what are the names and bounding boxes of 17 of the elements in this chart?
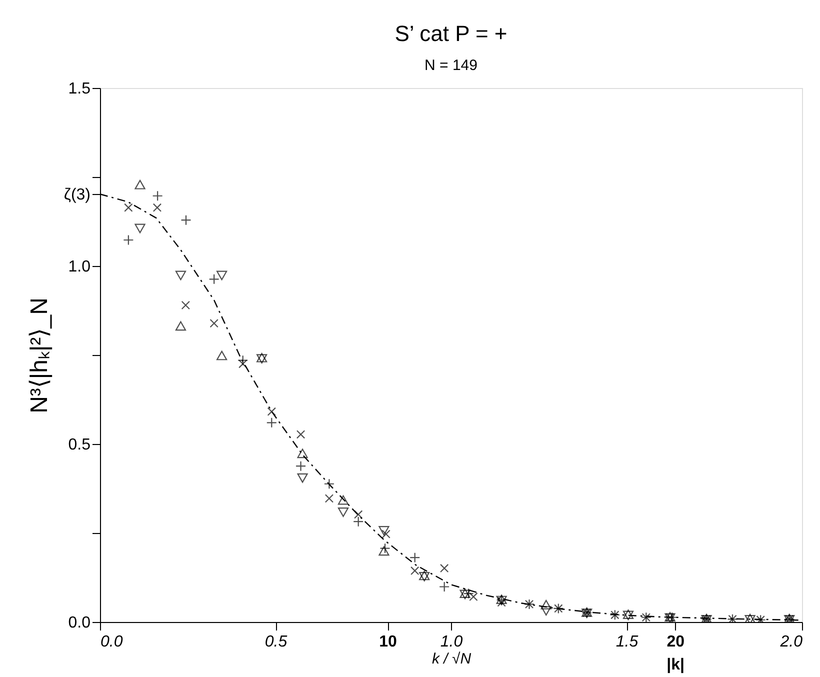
- y-tick-label: 1.0: [68, 258, 91, 276]
- y-axis-title: N³⟨|hₖ|²⟩_N: [26, 298, 53, 414]
- chart-subtitle: N = 149: [424, 57, 478, 74]
- y-tick-label: ζ(3): [64, 186, 90, 204]
- x2-tick-label: 10: [379, 634, 398, 650]
- x2-tick-label: 20: [666, 634, 685, 650]
- x2-axis-title: |k|: [666, 656, 685, 674]
- x-axis-title: k / √N: [432, 650, 472, 668]
- x-tick-label: 0.0: [100, 634, 123, 650]
- y-tick-label: 1.5: [68, 80, 91, 98]
- chart-title: S’ cat P = +: [394, 21, 508, 46]
- x-tick-label: 1.0: [440, 634, 463, 650]
- x-tick-label: 0.5: [264, 634, 288, 650]
- y-tick-label: 0.5: [68, 436, 91, 454]
- x-tick-label: 1.5: [616, 634, 638, 650]
- x-tick-label: 2.0: [779, 634, 803, 650]
- y-tick-label: 0.0: [68, 614, 91, 632]
